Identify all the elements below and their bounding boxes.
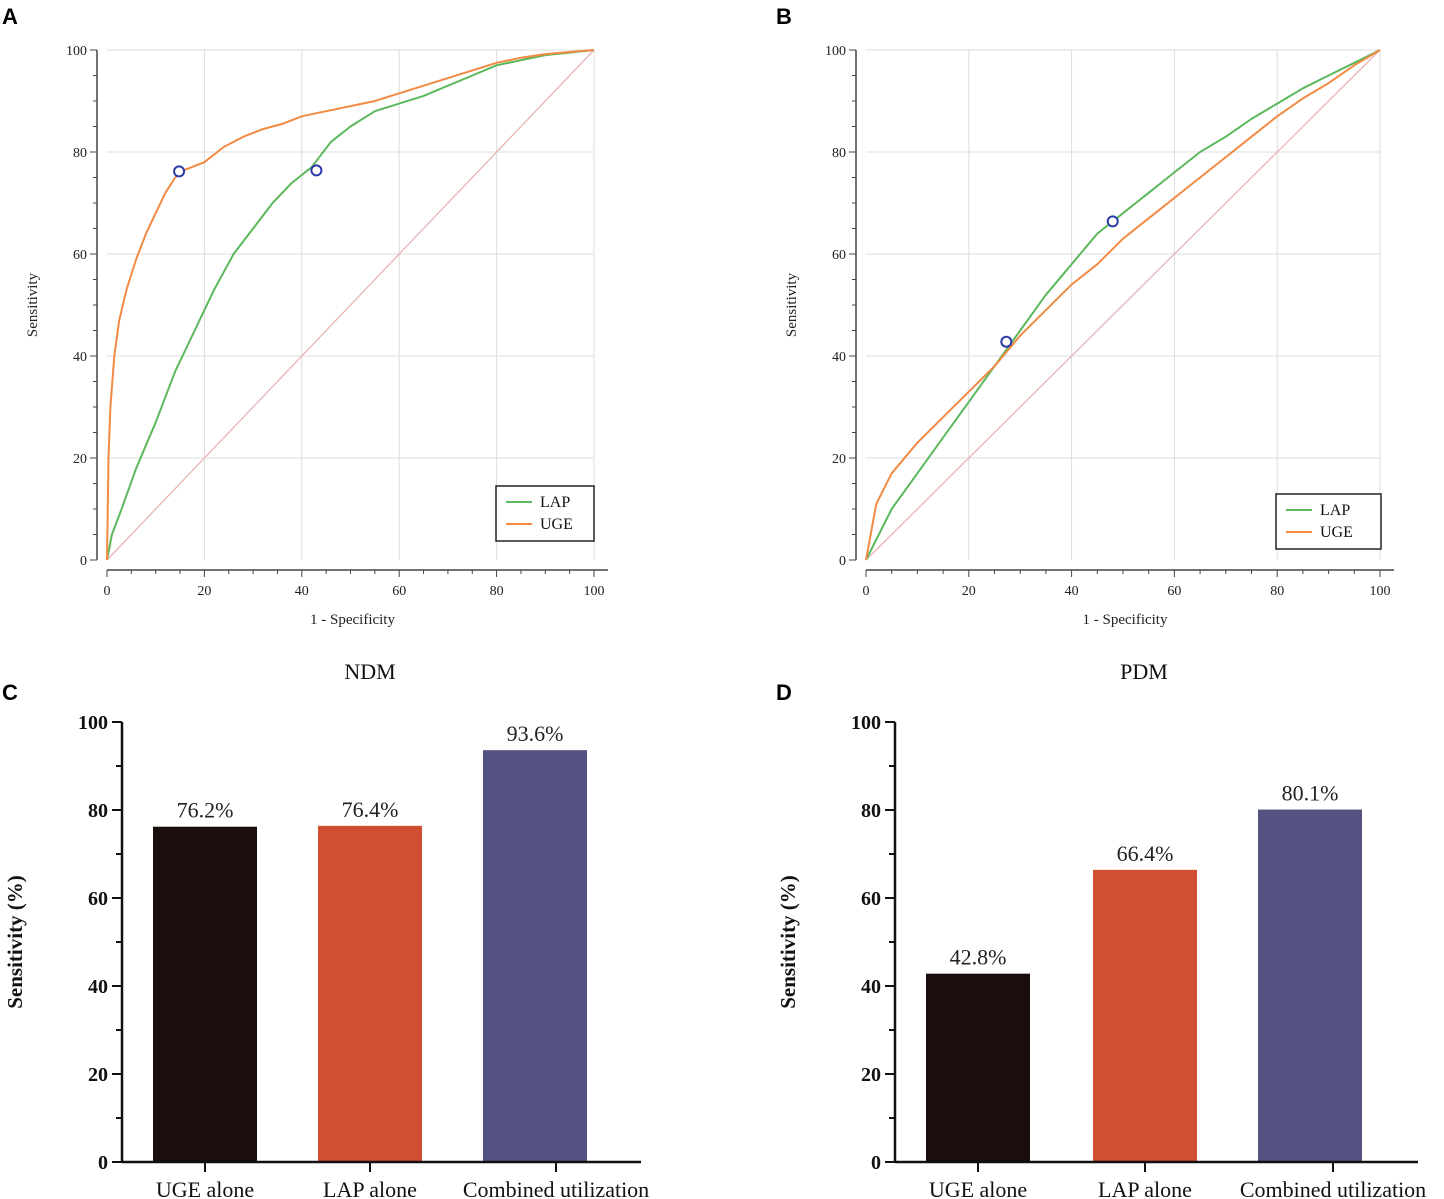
x-tick-label: 40 [1065, 584, 1079, 599]
x-tick-label: 100 [584, 584, 605, 599]
cutoff-marker-uge [173, 165, 186, 178]
x-tick-label: 20 [197, 584, 211, 599]
y-tick-label: 100 [825, 44, 846, 59]
x-tick-label: 0 [863, 584, 870, 599]
y-tick-label: 80 [88, 800, 108, 822]
y-tick-label: 0 [871, 1152, 881, 1174]
x-tick-label: 100 [1370, 584, 1391, 599]
bar-value-label: 76.2% [177, 798, 234, 823]
x-tick-label: 80 [490, 584, 504, 599]
y-axis-label: Sensitivity (%) [3, 875, 27, 1009]
cutoff-marker-lap [310, 164, 323, 177]
y-tick-label: 60 [861, 888, 881, 910]
y-tick-label: 60 [88, 888, 108, 910]
y-tick-label: 100 [78, 712, 108, 734]
y-tick-label: 20 [832, 452, 846, 467]
y-tick-label: 0 [80, 554, 87, 569]
y-tick-label: 40 [832, 350, 846, 365]
y-tick-label: 100 [66, 44, 87, 59]
bar-value-label: 42.8% [950, 945, 1007, 970]
x-category-label: UGE alone [929, 1177, 1027, 1199]
roc-chart-ndm: 0 20 40 60 80 100 0 20 40 60 80 100 1 - Specificity S… [25, 44, 608, 628]
y-tick-label: 80 [832, 146, 846, 161]
y-tick-label: 60 [832, 248, 846, 263]
legend-label-uge: UGE [1320, 524, 1353, 541]
x-tick-label: 0 [104, 584, 111, 599]
subtitle-pdm: PDM [1120, 659, 1168, 684]
y-axis-label: Sensitivity [25, 272, 41, 337]
y-tick-label: 20 [861, 1064, 881, 1086]
legend-label-lap: LAP [1320, 502, 1350, 519]
y-tick-label: 0 [98, 1152, 108, 1174]
legend-label-lap: LAP [540, 494, 570, 511]
bar-value-label: 93.6% [507, 721, 564, 746]
legend-label-uge: UGE [540, 516, 573, 533]
roc-chart-pdm: 0 20 40 60 80 100 0 20 40 60 80 100 1 - Specificity S… [784, 44, 1394, 628]
x-tick-label: 40 [295, 584, 309, 599]
x-category-label: Combined utilization [463, 1177, 649, 1199]
x-category-label: LAP alone [1098, 1177, 1192, 1199]
x-category-label: Combined utilization [1240, 1177, 1426, 1199]
y-tick-label: 20 [88, 1064, 108, 1086]
legend-box [1275, 493, 1382, 550]
bar-lap-alone [318, 825, 422, 1162]
y-tick-label: 80 [73, 146, 87, 161]
bar-value-label: 80.1% [1282, 781, 1339, 806]
cutoff-marker-uge [1106, 215, 1119, 228]
y-tick-label: 40 [73, 350, 87, 365]
bar-uge-alone [153, 826, 257, 1162]
x-axis-label: 1 - Specificity [310, 612, 395, 628]
reference-diagonal-line [865, 49, 1381, 561]
roc-line-uge [865, 49, 1381, 561]
bar-combined-utilization [1258, 809, 1362, 1162]
x-axis-label: 1 - Specificity [1083, 612, 1168, 628]
y-axis-label: Sensitivity (%) [776, 875, 800, 1009]
legend-box [495, 485, 595, 542]
bar-value-label: 66.4% [1117, 841, 1174, 866]
y-tick-label: 60 [73, 248, 87, 263]
bar-uge-alone [926, 973, 1030, 1162]
x-tick-label: 60 [392, 584, 406, 599]
y-tick-label: 80 [861, 800, 881, 822]
reference-diagonal-line [106, 49, 595, 561]
y-tick-label: 100 [851, 712, 881, 734]
y-tick-label: 40 [861, 976, 881, 998]
bar-chart-pdm-sensitivity: 42.8% 66.4% 80.1% 0 20 40 60 80 100 UGE alone LAP … [776, 712, 1426, 1199]
panel-letter-c: C [2, 680, 18, 705]
bar-combined-utilization [483, 750, 587, 1162]
cutoff-marker-lap [1000, 335, 1013, 348]
x-category-label: LAP alone [323, 1177, 417, 1199]
x-category-label: UGE alone [156, 1177, 254, 1199]
bar-lap-alone [1093, 869, 1197, 1162]
panel-letter-b: B [776, 4, 792, 29]
x-tick-label: 80 [1270, 584, 1284, 599]
y-axis-label: Sensitivity [784, 272, 800, 337]
bar-value-label: 76.4% [342, 797, 399, 822]
y-tick-label: 0 [839, 554, 846, 569]
y-tick-label: 40 [88, 976, 108, 998]
panel-letter-a: A [2, 4, 18, 29]
panel-letter-d: D [776, 680, 792, 705]
subtitle-ndm: NDM [344, 659, 395, 684]
roc-line-uge [106, 49, 595, 561]
roc-line-lap [865, 49, 1381, 561]
bar-chart-ndm-sensitivity: 76.2% 76.4% 93.6% 0 20 40 60 80 100 UGE alone LAP … [3, 712, 649, 1199]
y-tick-label: 20 [73, 452, 87, 467]
x-tick-label: 60 [1167, 584, 1181, 599]
x-tick-label: 20 [962, 584, 976, 599]
